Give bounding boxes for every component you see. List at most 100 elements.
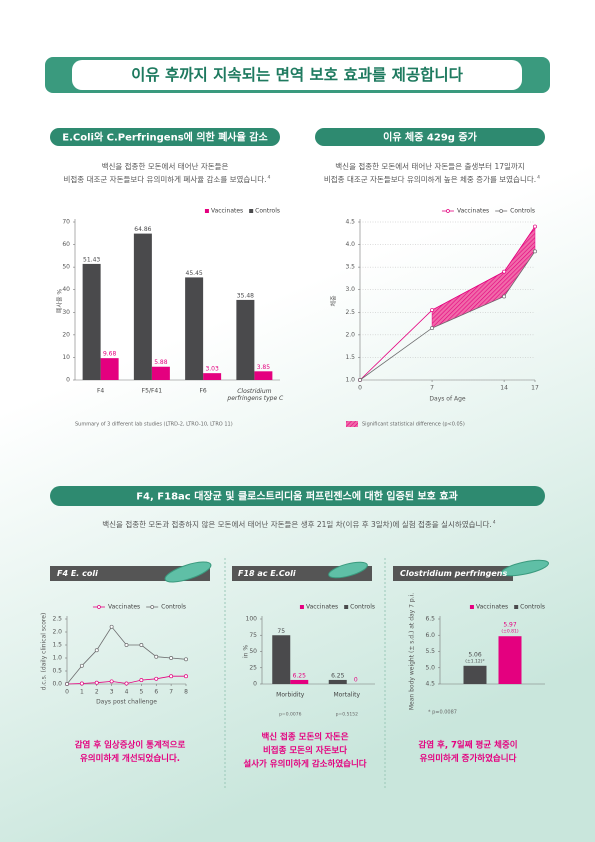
panel-title: F4 E. coli: [57, 569, 98, 578]
y-tick-label: 40: [62, 286, 70, 293]
data-point: [430, 308, 435, 312]
legend-label: Controls: [350, 604, 375, 611]
legend-label: Controls: [510, 208, 535, 215]
legend-label: Controls: [255, 208, 280, 215]
conclusion: 비접종 모돈의 자돈보다: [263, 745, 347, 756]
banner-inner: [72, 60, 522, 90]
value-label: 5.06: [468, 651, 482, 658]
y-tick-label: 2.0: [345, 331, 355, 338]
value-label: 64.86: [134, 226, 151, 233]
y-tick-label: 0: [66, 377, 70, 384]
data-point: [358, 378, 362, 382]
bar: [82, 263, 101, 380]
section-title: E.Coli와 C.Perfringens에 의한 폐사율 감소: [62, 131, 267, 144]
bar: [236, 299, 255, 380]
legend-swatch: [249, 209, 254, 213]
bar: [272, 635, 291, 684]
bar: [328, 679, 347, 684]
data-point: [109, 679, 114, 684]
y-tick-label: 1.5: [52, 642, 62, 649]
footnote: * p=0.0087: [428, 710, 457, 716]
x-tick-label: 7: [169, 689, 173, 696]
bar: [133, 233, 152, 380]
legend-swatch: [514, 605, 519, 609]
y-tick-label: 30: [62, 309, 70, 316]
value-label: 5.97: [503, 622, 517, 629]
y-axis-label: Mean body weight (± s.d.) at day 7 p.i.: [409, 593, 416, 710]
series-line: [359, 251, 536, 381]
annotation: p=0.5152: [336, 712, 359, 718]
legend-swatch: [499, 209, 504, 213]
value-label: 75: [277, 628, 285, 635]
y-tick-label: 70: [62, 219, 70, 226]
series-line: [359, 226, 536, 381]
error-label: (±0.81): [501, 629, 519, 635]
data-point: [154, 676, 159, 681]
y-tick-label: 5.5: [425, 648, 435, 655]
legend-label: Vaccinates: [306, 604, 338, 611]
x-tick-label: 14: [500, 385, 508, 392]
description: 백신을 접종한 모돈과 접종하지 않은 모돈에서 태어난 자돈들은 생후 21일…: [102, 519, 492, 529]
legend-label: Significant statistical difference (p<0.…: [362, 422, 465, 428]
y-tick-label: 3.5: [345, 264, 355, 271]
value-label: 3.03: [205, 366, 219, 373]
panel-title: Clostridium perfringens: [400, 569, 507, 578]
value-label: 45.45: [186, 270, 203, 277]
legend-label: Vaccinates: [457, 208, 489, 215]
data-point: [109, 624, 114, 629]
data-point: [502, 294, 507, 299]
y-tick-label: 50: [62, 264, 70, 271]
legend-swatch: [446, 209, 450, 213]
y-tick-label: 4.5: [345, 219, 355, 226]
value-label: 5.88: [154, 359, 168, 366]
data-point: [65, 682, 69, 686]
section-title: 이유 체중 429g 증가: [383, 131, 477, 144]
legend-swatch: [299, 605, 304, 609]
x-tick-label: 5: [139, 689, 143, 696]
bar: [100, 358, 119, 380]
data-point: [184, 657, 188, 662]
reference: 4: [493, 520, 496, 526]
x-axis-label: Days of Age: [429, 396, 465, 403]
y-axis-label: d.c.s. (daily clinical score): [41, 613, 48, 691]
page-title: 이유 후까지 지속되는 면역 보호 효과를 제공합니다: [131, 65, 464, 84]
panel-header: [393, 566, 513, 581]
legend-label: Controls: [161, 604, 186, 611]
data-point: [533, 224, 537, 229]
y-tick-label: 0.5: [52, 668, 62, 675]
value-label: 0: [354, 677, 358, 684]
y-tick-label: 6.0: [425, 632, 435, 639]
x-tick-label: 0: [358, 385, 362, 392]
data-point: [124, 643, 129, 647]
value-label: 51.43: [83, 256, 100, 263]
data-point: [124, 681, 129, 686]
y-tick-label: 1.5: [345, 354, 355, 361]
description: 비접종 대조군 자돈들보다 유의미하게 폐사율 감소를 보였습니다.: [64, 174, 267, 184]
y-axis-label: 체중: [330, 295, 338, 307]
data-point: [430, 326, 435, 331]
conclusion: 감염 후 임상증상이 통계적으로: [75, 740, 186, 751]
bacterium-icon: [164, 559, 550, 583]
conclusion: 유의미하게 증가하였습니다: [420, 753, 517, 764]
x-tick-label: 0: [65, 689, 69, 696]
y-tick-label: 4.5: [425, 681, 435, 688]
section-pill: [50, 486, 545, 506]
legend-swatch: [97, 605, 101, 609]
legend-swatch: [346, 421, 358, 427]
y-tick-label: 20: [62, 331, 70, 338]
y-tick-label: 4.0: [345, 241, 355, 248]
description: 비접종 대조군 자돈들보다 유의미하게 높은 체중 증가를 보였습니다.: [324, 174, 536, 184]
y-axis-label: 폐사율 %: [56, 289, 64, 313]
data-point: [139, 678, 144, 683]
legend-swatch: [204, 209, 209, 213]
y-tick-label: 60: [62, 241, 70, 248]
x-tick-label: 4: [125, 689, 129, 696]
y-tick-label: 2.5: [345, 309, 355, 316]
footnote: Summary of 3 different lab studies (LTRD…: [75, 422, 233, 428]
conclusion: 설사가 유의미하게 감소하였습니다: [243, 759, 366, 770]
section-pill: [50, 128, 280, 146]
conclusion: 감염 후, 7일째 평균 체중이: [418, 740, 517, 751]
error-label: (±1.12)*: [465, 658, 485, 664]
x-tick-label: Mortality: [333, 692, 360, 699]
